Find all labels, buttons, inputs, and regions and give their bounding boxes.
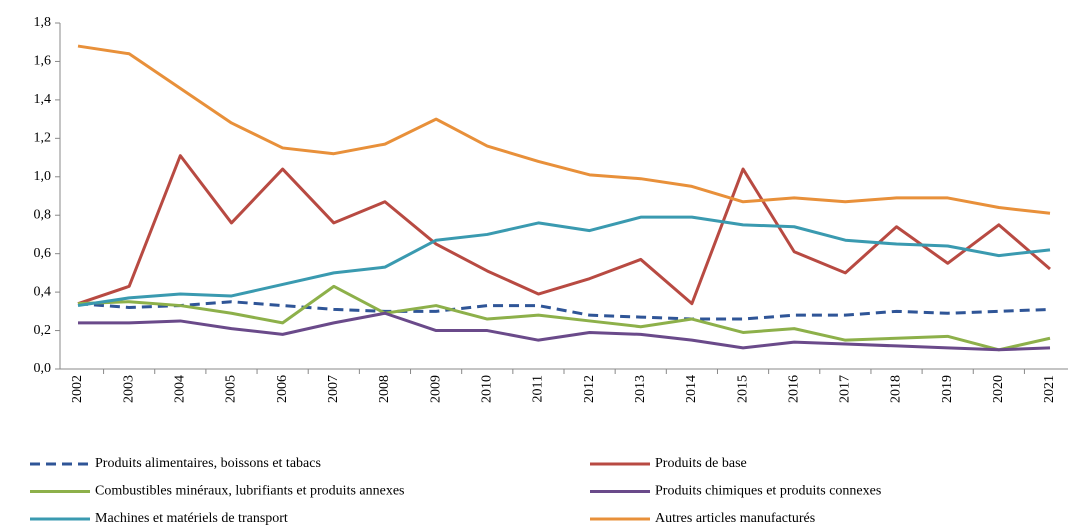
x-tick-label: 2012	[582, 375, 597, 403]
legend-label: Produits de base	[655, 456, 747, 471]
y-tick-label: 1,0	[34, 169, 52, 184]
x-tick-label: 2018	[889, 375, 904, 403]
series-line	[77, 215, 1051, 308]
x-tick-label: 2014	[684, 375, 699, 403]
x-tick-label: 2006	[275, 375, 290, 403]
legend-label: Combustibles minéraux, lubrifiants et pr…	[95, 484, 405, 499]
series-line	[77, 300, 1051, 321]
y-tick-label: 0,4	[34, 284, 52, 299]
legend-label: Autres articles manufacturés	[655, 511, 815, 526]
y-tick-label: 0,0	[34, 361, 52, 376]
series-line	[77, 284, 1051, 352]
legend-label: Machines et matériels de transport	[95, 511, 288, 526]
series-line	[77, 154, 1051, 306]
series-line	[77, 44, 1051, 215]
y-tick-label: 1,4	[34, 92, 52, 107]
x-tick-label: 2010	[479, 375, 494, 403]
x-tick-label: 2021	[1042, 375, 1057, 403]
x-tick-label: 2017	[838, 375, 853, 403]
x-tick-label: 2009	[428, 375, 443, 403]
x-tick-label: 2019	[940, 375, 955, 403]
y-tick-label: 1,2	[34, 131, 52, 146]
x-tick-label: 2005	[224, 375, 239, 403]
x-tick-label: 2015	[735, 375, 750, 403]
x-tick-label: 2013	[633, 375, 648, 403]
x-tick-label: 2011	[531, 375, 546, 402]
x-tick-label: 2007	[326, 375, 341, 403]
x-tick-label: 2002	[70, 375, 85, 403]
y-tick-label: 0,6	[34, 246, 52, 261]
x-tick-label: 2004	[173, 375, 188, 403]
x-tick-label: 2020	[991, 375, 1006, 403]
series-line	[78, 311, 1051, 352]
y-tick-label: 1,6	[34, 54, 52, 69]
y-tick-label: 0,8	[34, 207, 52, 222]
legend-label: Produits chimiques et produits connexes	[655, 484, 881, 499]
x-tick-label: 2008	[377, 375, 392, 403]
legend-label: Produits alimentaires, boissons et tabac…	[95, 456, 321, 471]
y-tick-label: 1,8	[34, 15, 52, 30]
x-tick-label: 2016	[786, 375, 801, 403]
x-tick-label: 2003	[121, 375, 136, 403]
y-tick-label: 0,2	[34, 323, 52, 338]
